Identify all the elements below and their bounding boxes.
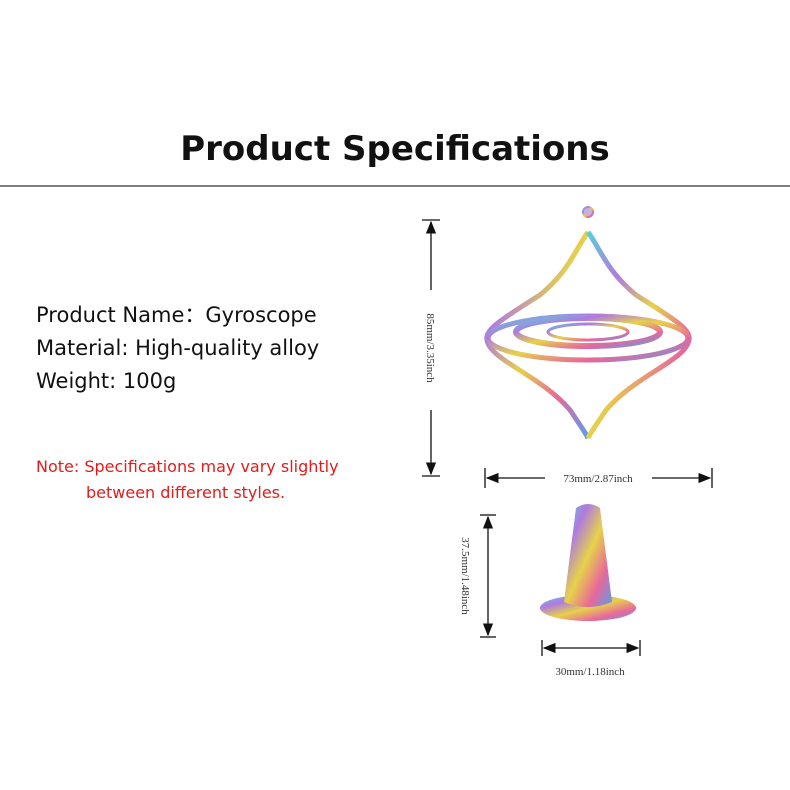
spec-line: Material: High-quality alloy	[36, 336, 319, 360]
gyroscope	[484, 206, 692, 462]
dimension-label: 37.5mm/1.48inch	[459, 537, 471, 615]
title: Product Specifications	[180, 129, 610, 169]
stand	[540, 504, 636, 621]
dimension-label: 73mm/2.87inch	[563, 473, 633, 485]
spec-line: Product Name：Gyroscope	[36, 303, 317, 327]
dimension-label: 85mm/3.35inch	[424, 313, 436, 383]
note-line: between different styles.	[86, 483, 285, 502]
spec-line: Weight: 100g	[36, 369, 176, 393]
dimension-label: 30mm/1.18inch	[555, 666, 625, 678]
note-line: Note: Specifications may vary slightly	[36, 457, 339, 476]
